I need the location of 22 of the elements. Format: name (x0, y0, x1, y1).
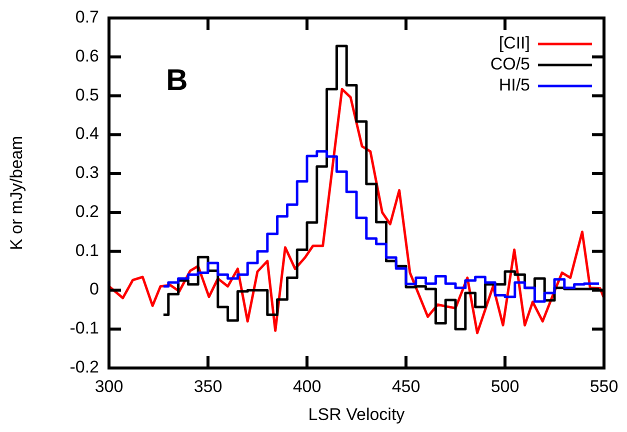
y-tick-label: 0 (90, 280, 99, 299)
x-tick-label: 300 (94, 377, 124, 396)
y-tick-label: 0.4 (75, 124, 99, 144)
text: B (166, 64, 188, 97)
x-tick-label: 400 (292, 377, 322, 396)
y-tick-label: 0.3 (75, 163, 99, 182)
x-tick-label: 550 (590, 377, 618, 396)
legend-label: CO/5 (490, 54, 530, 74)
y-tick-label: -0.1 (70, 318, 99, 338)
y-tick-label: 0.5 (75, 85, 99, 104)
legend-label: HI/5 (498, 75, 530, 94)
x-axis-title: LSR Velocity (308, 405, 406, 424)
legend-label: [CII] (498, 33, 530, 52)
x-tick-label: 450 (392, 377, 420, 396)
x-tick-label: 500 (490, 377, 520, 396)
y-tick-label: 0.6 (75, 46, 99, 66)
y-axis-title: K or mJy/beam (7, 136, 26, 250)
y-tick-label: 0.1 (75, 240, 99, 260)
x-tick-label: 350 (194, 377, 222, 396)
y-tick-label: -0.2 (70, 357, 99, 376)
y-tick-label: 0.2 (75, 202, 99, 221)
y-tick-label: 0.7 (75, 7, 99, 26)
